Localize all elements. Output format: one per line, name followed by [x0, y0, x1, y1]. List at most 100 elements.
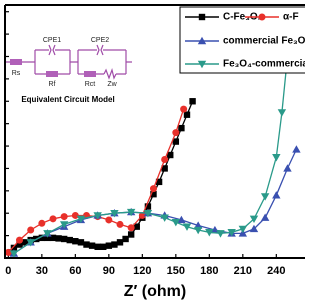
legend-label: Fe₃O₄-commercial R	[223, 59, 305, 70]
marker	[44, 234, 51, 242]
marker	[161, 155, 169, 163]
marker	[72, 238, 79, 245]
plot-area	[5, 53, 301, 258]
marker	[10, 244, 18, 252]
marker	[27, 226, 35, 234]
equivalent-circuit: Rs CPE1 Rf CPE2 Rct Zw Equivalent Circui…	[6, 37, 132, 104]
x-tick-label: 120	[133, 265, 151, 277]
marker	[110, 210, 119, 218]
legend-marker	[197, 60, 207, 69]
marker	[144, 203, 152, 210]
marker	[111, 241, 118, 248]
marker	[138, 211, 146, 219]
marker	[205, 229, 214, 237]
marker	[150, 190, 157, 198]
legend: C-Fe₃O₄ α-F commercial Fe₃O₄ Fe₃O₄-commerci…	[179, 6, 305, 74]
legend-marker	[198, 13, 206, 21]
marker	[60, 213, 68, 221]
marker	[88, 242, 96, 249]
x-tick-label: 150	[167, 265, 185, 277]
marker	[55, 235, 62, 242]
marker	[238, 225, 248, 234]
marker	[122, 235, 129, 243]
marker	[193, 226, 203, 235]
x-tick-label: 60	[69, 265, 81, 277]
marker	[116, 220, 124, 228]
marker	[143, 210, 153, 218]
marker	[66, 236, 73, 244]
marker	[292, 145, 301, 153]
legend-label: α-F	[283, 12, 299, 23]
series-line	[10, 101, 194, 253]
marker	[83, 241, 90, 248]
marker	[60, 235, 68, 243]
marker	[283, 164, 292, 172]
legend-marker	[258, 13, 266, 21]
marker	[93, 212, 102, 220]
x-tick-label: 180	[200, 265, 218, 277]
marker	[177, 215, 186, 224]
marker	[77, 239, 85, 246]
x-tick-label: 240	[267, 265, 285, 277]
resistor	[84, 71, 96, 77]
marker	[150, 185, 157, 193]
marker	[133, 223, 140, 230]
marker	[216, 230, 225, 238]
marker	[76, 215, 86, 224]
resistor	[46, 71, 58, 77]
marker	[100, 243, 107, 251]
marker	[127, 224, 135, 232]
marker	[260, 213, 270, 221]
x-tick-label: 30	[36, 265, 48, 277]
circuit-label: CPE2	[91, 37, 109, 44]
marker	[272, 154, 281, 162]
chart: Rs CPE1 Rf CPE2 Rct Zw Equivalent Circui…	[4, 4, 305, 300]
marker	[16, 241, 23, 248]
cpe-symbol	[48, 44, 56, 56]
marker	[105, 242, 113, 249]
marker	[182, 223, 192, 231]
circuit-wire	[6, 49, 132, 75]
warburg-symbol	[103, 67, 117, 80]
marker	[277, 109, 287, 117]
marker	[49, 215, 57, 223]
marker	[178, 124, 185, 132]
marker	[16, 236, 24, 244]
circuit-label: Zw	[107, 81, 117, 88]
inset-title: Equivalent Circuit Model	[21, 95, 114, 104]
marker	[172, 138, 180, 145]
marker	[249, 215, 259, 224]
circuit-label: CPE1	[43, 37, 61, 44]
circuit-label: Rct	[85, 81, 96, 88]
marker	[260, 193, 270, 201]
marker	[272, 191, 281, 199]
cpe-symbol	[96, 44, 104, 56]
marker	[116, 239, 124, 246]
circuit-label: Rs	[12, 70, 21, 77]
legend-marker	[197, 36, 207, 45]
marker	[161, 165, 168, 172]
x-tick-label: 90	[103, 265, 115, 277]
marker	[43, 230, 52, 238]
x-axis-label: Z′ (ohm)	[124, 283, 186, 300]
marker	[94, 243, 101, 251]
legend-label: C-Fe₃O₄	[223, 12, 263, 23]
resistor	[10, 59, 22, 65]
legend-label: commercial Fe₃O₄	[223, 36, 305, 47]
x-tick-label: 0	[5, 265, 11, 277]
marker	[227, 229, 236, 237]
marker	[160, 214, 169, 222]
marker	[249, 224, 259, 233]
marker	[167, 151, 174, 159]
marker	[180, 105, 188, 113]
circuit-label: Rf	[49, 81, 56, 88]
marker	[105, 216, 113, 224]
marker	[127, 231, 135, 238]
marker	[49, 234, 57, 242]
x-tick-label: 210	[234, 265, 252, 277]
marker	[189, 98, 196, 105]
series-line	[13, 56, 289, 255]
marker	[171, 218, 181, 227]
marker	[183, 111, 191, 118]
marker	[9, 250, 19, 258]
